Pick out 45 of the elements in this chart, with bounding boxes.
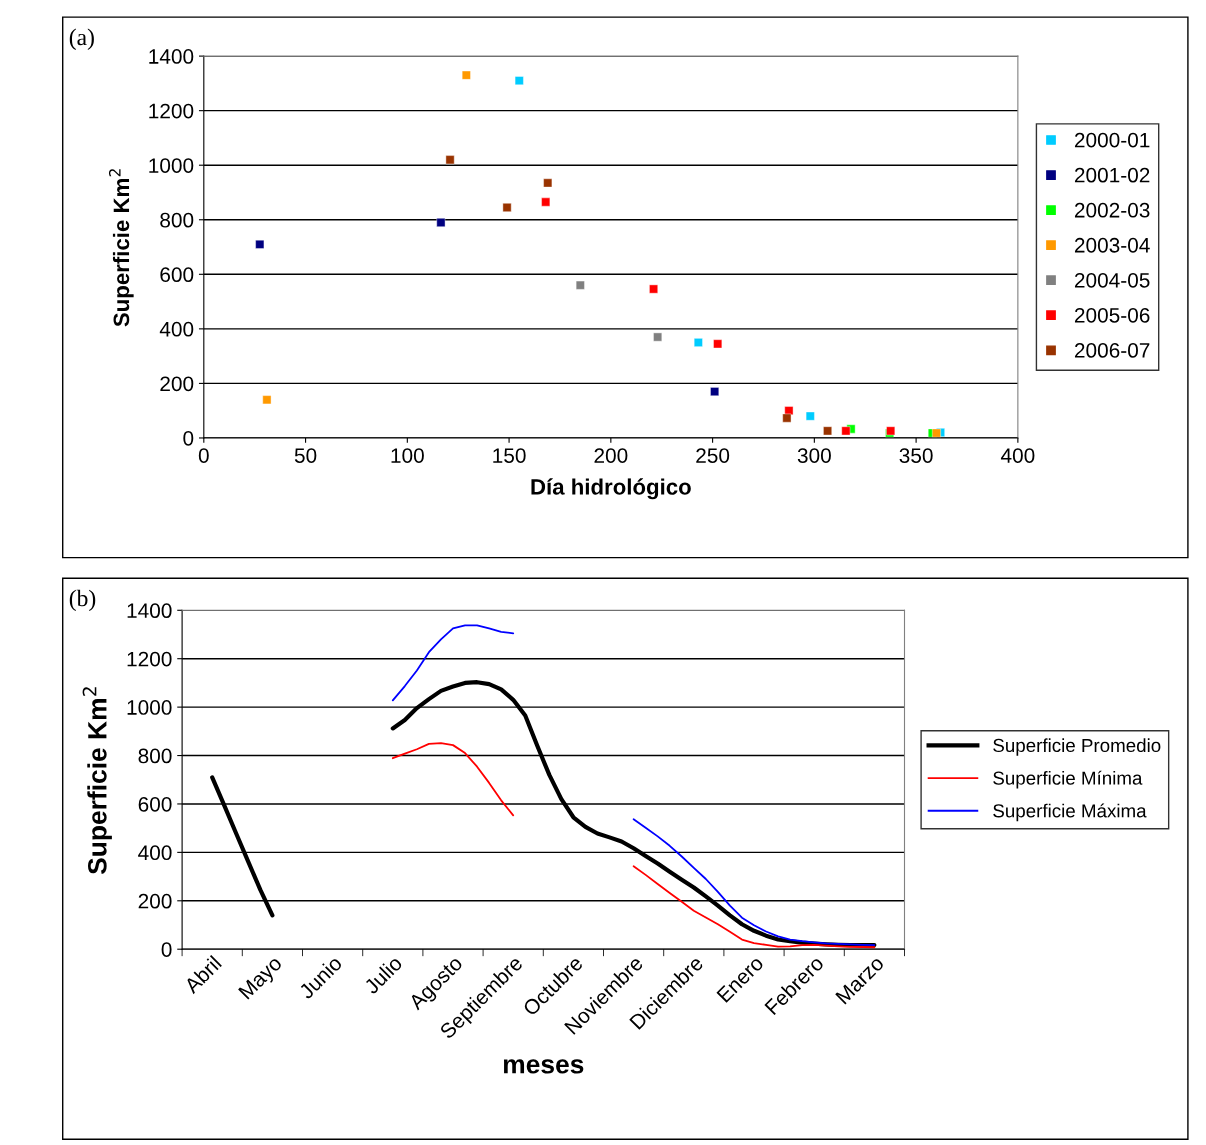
legend-label: 2006-07	[1074, 343, 1150, 358]
x-tick-label: 200	[594, 448, 628, 463]
x-tick-label: 350	[899, 448, 933, 463]
y-tick-label: 400	[138, 845, 172, 861]
y-tick-label: 200	[160, 376, 194, 392]
x-axis-title: meses	[503, 1059, 584, 1074]
legend-label: 2004-05	[1074, 272, 1150, 288]
y-tick-label: 200	[138, 893, 172, 909]
legend-label: Superficie Máxima	[993, 803, 1147, 822]
y-axis-title: Superficie Km$^{2}$	[108, 169, 134, 327]
x-tick-label: 250	[696, 448, 730, 463]
y-axis-title: Superficie Km$^{2}$	[82, 687, 112, 875]
y-tick-label: 1000	[127, 700, 172, 715]
y-tick-label: 600	[138, 796, 172, 812]
legend-label: 2002-03	[1074, 202, 1150, 218]
text: (b)	[69, 589, 96, 612]
legend-label: Superficie Promedio	[993, 738, 1161, 756]
x-tick-label: 50	[294, 448, 317, 463]
point	[461, 70, 471, 80]
y-tick-label: 1400	[127, 603, 172, 619]
y-tick-label: 400	[159, 321, 194, 337]
y-tick-label: 800	[138, 748, 172, 764]
x-axis-title: Día hidrológico	[531, 478, 691, 500]
y-tick-label: 1200	[149, 103, 194, 119]
x-tick-label: 150	[493, 448, 526, 463]
legend-label: 2000-01	[1074, 132, 1150, 148]
x-tick-label: 0	[198, 448, 209, 463]
legend-label: 2003-04	[1074, 237, 1150, 253]
y-tick-label: 0	[183, 430, 194, 446]
point	[693, 338, 703, 347]
point	[436, 218, 446, 227]
x-tick-label: 300	[797, 448, 831, 463]
text: (a)	[69, 28, 94, 51]
y-tick-label: 1200	[127, 651, 172, 667]
y-tick-label: 0	[161, 942, 172, 957]
x-tick-label: 100	[391, 448, 424, 463]
y-tick-label: 1400	[149, 49, 194, 64]
legend-label: Superficie Mínima	[993, 770, 1143, 789]
x-tick-label: 400	[1000, 448, 1035, 463]
y-tick-label: 800	[160, 212, 194, 228]
legend-label: 2001-02	[1074, 167, 1150, 183]
x-tick-label: Julio	[362, 954, 404, 995]
y-tick-label: 1000	[149, 158, 194, 173]
y-tick-label: 600	[160, 267, 194, 283]
legend-label: 2005-06	[1074, 307, 1150, 323]
